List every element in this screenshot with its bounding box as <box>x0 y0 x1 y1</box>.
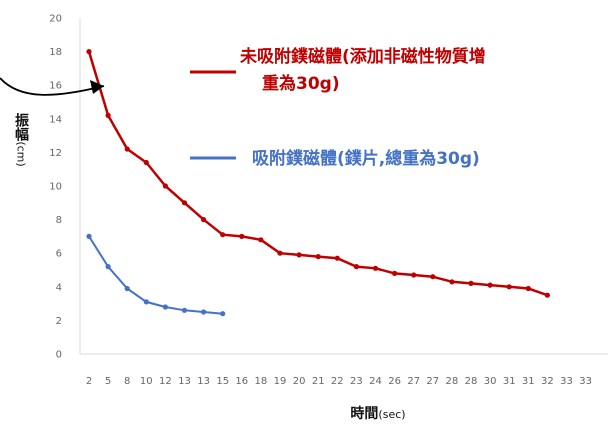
x-tick-label: 28 <box>446 376 459 387</box>
data-point <box>392 270 398 276</box>
data-point <box>220 232 226 238</box>
y-tick-label: 18 <box>49 47 62 58</box>
y-tick-label: 12 <box>49 148 62 159</box>
y-tick-label: 8 <box>56 215 62 226</box>
data-point <box>201 217 207 223</box>
data-point <box>105 264 111 270</box>
x-tick-label: 26 <box>388 376 401 387</box>
data-point <box>544 292 551 298</box>
data-point <box>277 250 283 256</box>
x-axis-title: 時間(sec) <box>350 405 405 422</box>
data-point <box>162 183 168 189</box>
x-tick-label: 13 <box>178 376 191 387</box>
axes <box>79 18 608 355</box>
x-tick-label: 33 <box>560 376 573 387</box>
annotation-arrow <box>0 77 105 96</box>
x-tick-label: 8 <box>124 376 130 387</box>
y-tick-label: 6 <box>56 249 62 260</box>
y-tick-label: 2 <box>56 316 62 327</box>
x-tick-label: 2 <box>86 376 92 387</box>
data-point <box>525 285 531 292</box>
data-point <box>315 254 321 260</box>
y-tick-label: 0 <box>56 350 62 361</box>
data-point <box>449 279 455 285</box>
y-tick-label: 16 <box>49 81 62 92</box>
data-point <box>353 264 359 270</box>
data-point <box>86 233 92 239</box>
data-point <box>506 284 512 290</box>
data-point <box>162 304 168 310</box>
x-tick-label: 30 <box>484 376 497 387</box>
x-tick-label: 18 <box>255 376 268 387</box>
x-tick-label: 10 <box>140 376 153 387</box>
legend: 未吸附鏷磁體(添加非磁性物質增 重為30g) 吸附鏷磁體(鏷片,總重為30g) <box>190 46 486 169</box>
y-axis-title-unit: (cm) <box>15 141 28 166</box>
data-point <box>239 233 245 239</box>
y-tick-label: 4 <box>56 282 62 293</box>
data-point <box>334 255 340 261</box>
data-point <box>258 237 264 243</box>
x-tick-label: 24 <box>369 376 382 387</box>
data-point <box>181 200 188 206</box>
x-tick-label: 15 <box>216 376 229 387</box>
data-point <box>86 49 92 55</box>
x-axis-title-unit: (sec) <box>378 408 405 421</box>
data-point <box>105 112 111 118</box>
data-point <box>181 307 188 313</box>
legend-label-red-line2: 重為30g) <box>262 73 340 94</box>
data-point <box>468 280 474 286</box>
x-tick-label: 22 <box>331 376 344 387</box>
data-point <box>430 274 436 280</box>
x-tick-labels: 2 5 8 10 12 13 13 15 16 18 19 20 21 22 23 24 26 27 27 28 28 3… <box>86 376 592 387</box>
x-tick-label: 21 <box>312 376 325 387</box>
x-tick-label: 31 <box>522 376 535 387</box>
data-point <box>201 309 207 315</box>
y-axis-title-text: 振幅 <box>13 113 29 143</box>
data-point <box>296 252 302 258</box>
x-tick-label: 31 <box>503 376 516 387</box>
data-point <box>220 311 226 317</box>
y-axis-title: 振幅(cm) <box>13 113 29 167</box>
data-point <box>487 282 493 288</box>
x-tick-label: 32 <box>541 376 554 387</box>
data-point <box>411 272 417 278</box>
x-tick-label: 12 <box>159 376 172 387</box>
x-tick-label: 28 <box>465 376 478 387</box>
y-tick-label: 14 <box>49 114 62 125</box>
x-tick-label: 5 <box>105 376 111 387</box>
series-line-2 <box>88 235 223 315</box>
data-point <box>124 285 130 292</box>
x-tick-label: 19 <box>274 376 287 387</box>
y-tick-labels: 0 2 4 6 8 10 12 14 16 18 20 <box>49 14 62 361</box>
x-tick-label: 27 <box>426 376 439 387</box>
x-tick-label: 16 <box>235 376 248 387</box>
legend-label-blue: 吸附鏷磁體(鏷片,總重為30g) <box>252 148 480 169</box>
x-tick-label: 27 <box>407 376 420 387</box>
x-tick-label: 20 <box>293 376 306 387</box>
data-point <box>143 159 149 166</box>
series-layer <box>86 49 551 317</box>
data-point <box>372 265 379 271</box>
x-tick-label: 13 <box>197 376 210 387</box>
x-tick-label: 23 <box>350 376 363 387</box>
y-tick-label: 20 <box>49 14 62 25</box>
y-tick-label: 10 <box>49 182 62 193</box>
data-point <box>143 299 149 305</box>
x-axis-title-text: 時間 <box>350 405 378 422</box>
data-point <box>124 146 130 152</box>
x-tick-label: 33 <box>579 376 592 387</box>
legend-label-red-line1: 未吸附鏷磁體(添加非磁性物質增 <box>239 46 486 67</box>
